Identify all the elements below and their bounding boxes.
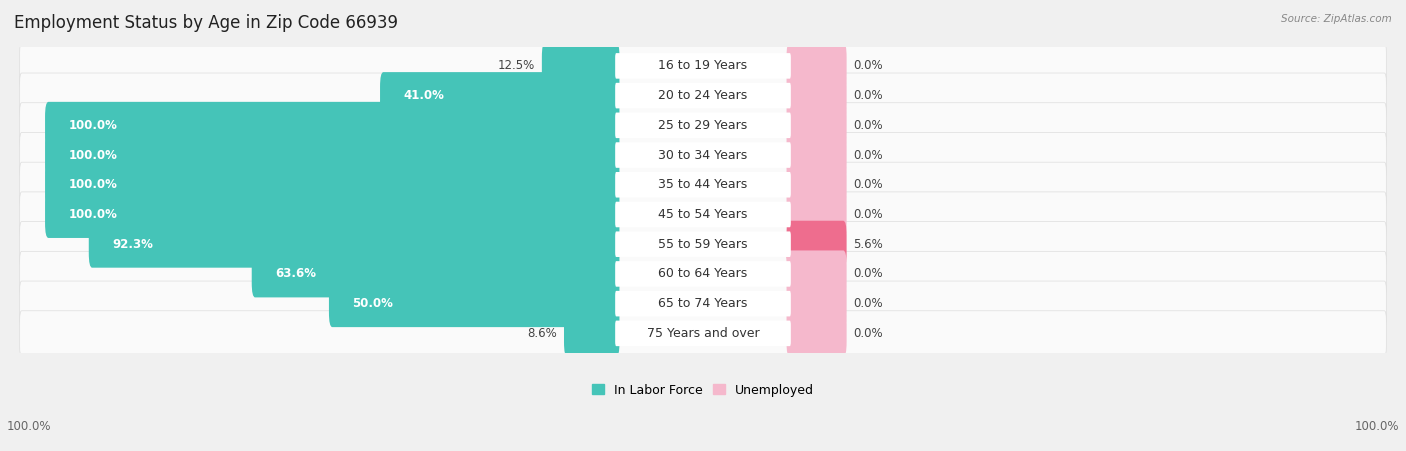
FancyBboxPatch shape — [616, 113, 790, 138]
FancyBboxPatch shape — [252, 250, 620, 297]
FancyBboxPatch shape — [786, 42, 846, 89]
FancyBboxPatch shape — [89, 221, 620, 268]
Text: 25 to 29 Years: 25 to 29 Years — [658, 119, 748, 132]
FancyBboxPatch shape — [616, 142, 790, 168]
Text: 50.0%: 50.0% — [353, 297, 394, 310]
Text: 63.6%: 63.6% — [276, 267, 316, 281]
FancyBboxPatch shape — [786, 161, 846, 208]
Text: 0.0%: 0.0% — [853, 148, 883, 161]
FancyBboxPatch shape — [616, 172, 790, 198]
Text: 0.0%: 0.0% — [853, 267, 883, 281]
FancyBboxPatch shape — [786, 72, 846, 119]
Text: 0.0%: 0.0% — [853, 119, 883, 132]
FancyBboxPatch shape — [45, 161, 620, 208]
FancyBboxPatch shape — [45, 191, 620, 238]
FancyBboxPatch shape — [20, 133, 1386, 178]
Text: 100.0%: 100.0% — [1354, 420, 1399, 433]
FancyBboxPatch shape — [616, 291, 790, 317]
Text: 20 to 24 Years: 20 to 24 Years — [658, 89, 748, 102]
FancyBboxPatch shape — [786, 250, 846, 297]
FancyBboxPatch shape — [616, 231, 790, 257]
Text: 12.5%: 12.5% — [498, 60, 536, 73]
FancyBboxPatch shape — [20, 281, 1386, 326]
FancyBboxPatch shape — [20, 43, 1386, 88]
Legend: In Labor Force, Unemployed: In Labor Force, Unemployed — [586, 378, 820, 401]
Text: 0.0%: 0.0% — [853, 297, 883, 310]
Text: 65 to 74 Years: 65 to 74 Years — [658, 297, 748, 310]
Text: 60 to 64 Years: 60 to 64 Years — [658, 267, 748, 281]
FancyBboxPatch shape — [616, 83, 790, 108]
Text: 100.0%: 100.0% — [69, 208, 117, 221]
Text: 5.6%: 5.6% — [853, 238, 883, 251]
FancyBboxPatch shape — [20, 311, 1386, 356]
FancyBboxPatch shape — [45, 132, 620, 179]
Text: 0.0%: 0.0% — [853, 89, 883, 102]
FancyBboxPatch shape — [616, 53, 790, 78]
Text: 0.0%: 0.0% — [853, 208, 883, 221]
FancyBboxPatch shape — [20, 192, 1386, 237]
FancyBboxPatch shape — [45, 102, 620, 149]
FancyBboxPatch shape — [786, 132, 846, 179]
Text: 45 to 54 Years: 45 to 54 Years — [658, 208, 748, 221]
FancyBboxPatch shape — [20, 251, 1386, 296]
Text: 0.0%: 0.0% — [853, 60, 883, 73]
Text: 100.0%: 100.0% — [69, 178, 117, 191]
Text: 55 to 59 Years: 55 to 59 Years — [658, 238, 748, 251]
FancyBboxPatch shape — [616, 321, 790, 346]
FancyBboxPatch shape — [786, 280, 846, 327]
FancyBboxPatch shape — [20, 103, 1386, 148]
FancyBboxPatch shape — [20, 221, 1386, 267]
Text: 16 to 19 Years: 16 to 19 Years — [658, 60, 748, 73]
Text: 30 to 34 Years: 30 to 34 Years — [658, 148, 748, 161]
FancyBboxPatch shape — [786, 221, 846, 268]
Text: 75 Years and over: 75 Years and over — [647, 327, 759, 340]
FancyBboxPatch shape — [380, 72, 620, 119]
FancyBboxPatch shape — [786, 310, 846, 357]
Text: 100.0%: 100.0% — [69, 119, 117, 132]
Text: 8.6%: 8.6% — [527, 327, 557, 340]
FancyBboxPatch shape — [20, 162, 1386, 207]
Text: Employment Status by Age in Zip Code 66939: Employment Status by Age in Zip Code 669… — [14, 14, 398, 32]
FancyBboxPatch shape — [329, 280, 620, 327]
FancyBboxPatch shape — [786, 102, 846, 149]
FancyBboxPatch shape — [541, 42, 620, 89]
FancyBboxPatch shape — [786, 191, 846, 238]
FancyBboxPatch shape — [20, 73, 1386, 118]
Text: 0.0%: 0.0% — [853, 178, 883, 191]
Text: 100.0%: 100.0% — [69, 148, 117, 161]
Text: 100.0%: 100.0% — [7, 420, 52, 433]
Text: 92.3%: 92.3% — [112, 238, 153, 251]
Text: 0.0%: 0.0% — [853, 327, 883, 340]
Text: 35 to 44 Years: 35 to 44 Years — [658, 178, 748, 191]
Text: Source: ZipAtlas.com: Source: ZipAtlas.com — [1281, 14, 1392, 23]
Text: 41.0%: 41.0% — [404, 89, 444, 102]
FancyBboxPatch shape — [616, 202, 790, 227]
FancyBboxPatch shape — [564, 310, 620, 357]
FancyBboxPatch shape — [616, 261, 790, 287]
